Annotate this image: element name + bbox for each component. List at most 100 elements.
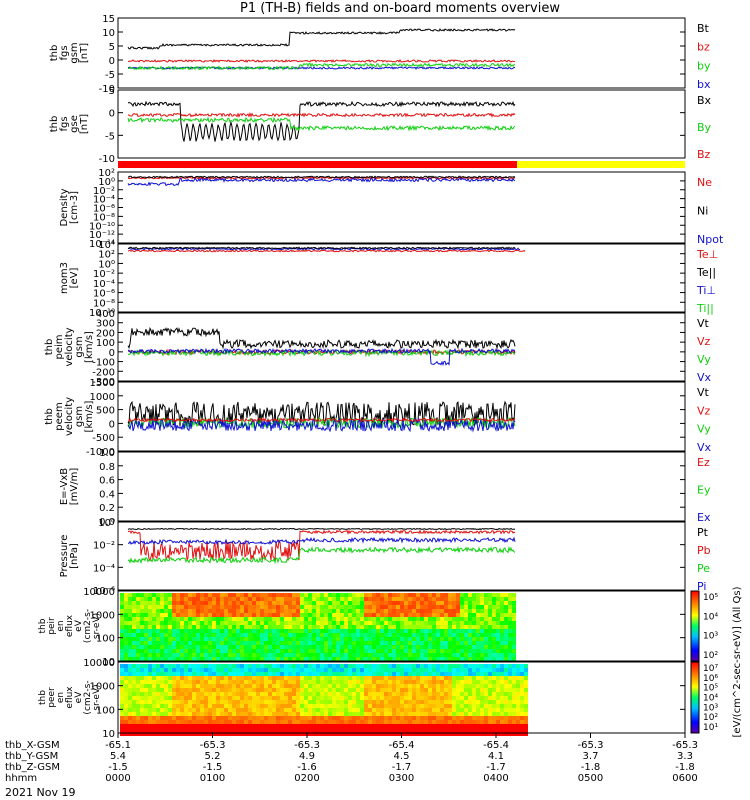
peim-velocity-frame [117,312,686,382]
ytick-label: 10² [98,250,115,261]
ytick-label: 1000 [90,682,115,693]
ytick-label: 0 [109,419,115,430]
ytick-label: 10⁻⁸ [93,212,115,223]
ytick-label: 200 [96,328,115,339]
series-line [127,348,516,358]
colorbar-tick: 10⁵ [703,684,718,694]
x-tick-label: -65.4 [483,740,509,751]
x-tick-label: 0100 [200,773,225,784]
series-line [127,249,526,253]
ytick-label: 10⁻¹⁴ [89,239,115,250]
legend-entry: Pt [697,526,709,539]
temperature-panel: Te⊥Te||Ti⊥Ti||10⁴10²10⁰10⁻²10⁻⁴10⁻⁶10⁻⁸1… [59,240,718,319]
peem-velocity-panel: Vt Vz Vy Vx 1500 1000 500 0 -500 -1000 thbpeemvelo… [44,378,712,458]
legend-entry: Vt [697,386,710,399]
colorbar-tick: 10³ [703,632,718,642]
series-line [127,116,516,132]
fgs-gsm-frame [117,17,686,89]
ytick-label: 10⁻¹⁰ [89,308,115,319]
ytick-label: 15 [102,14,115,25]
peir-spectrogram-panel: 10⁵ 10⁴ 10³ 10² 10000 1000 100 10 thbpeireneflux… [38,587,718,668]
legend-entry: Bt [697,22,710,35]
mode-bar-fast [517,161,685,168]
density-panel: Ne Ni Npot 10²10⁰10⁻²10⁻⁴10⁻⁶10⁻⁸10⁻¹⁰10⁻¹²… [59,168,724,250]
x-row-label: thb_Y-GSM [5,751,58,762]
efield-frame [117,451,686,522]
ytick-label: 10⁻² [93,186,115,197]
legend-entry: bx [697,78,711,91]
series-line [127,28,516,50]
x-tick-label: 4.5 [394,751,410,762]
x-tick-label: -65.4 [389,740,415,751]
ytick-label: 10000 [83,658,115,669]
ytick-label: 1000 [90,392,115,403]
fgs-gse-frame [117,89,686,159]
ytick-label: 0.2 [99,503,115,514]
x-row-label: thb_X-GSM [5,740,60,751]
colorbar-tick: 10² [703,651,718,661]
series-line [127,111,516,118]
x-tick-label: -1.5 [108,762,128,773]
ytick-label: 10² [98,168,115,179]
legend-entry: Pi [697,580,706,593]
ytick-label: 10⁻¹² [89,230,115,241]
x-tick-label: 0300 [389,773,414,784]
ytick-label: -10 [99,154,115,165]
x-tick-label: -65.1 [105,740,131,751]
series-line [127,62,516,71]
legend-entry: Vx [697,371,712,384]
ytick-label: 10⁻⁶ [93,289,115,300]
series-line [128,66,516,70]
series-line [127,175,516,179]
series-line [127,100,516,142]
legend-entry: Ti⊥ [696,284,716,297]
ytick-label: 400 [96,309,115,320]
ytick-label: 0.0 [99,517,115,528]
x-tick-label: 4.9 [299,751,315,762]
colorbar-label: [eV/(cm^2-sec-sr-eV)] (All Qs) [732,586,743,737]
x-row-label: hhmm [5,773,37,784]
density-frame [117,171,686,244]
ytick-label: -300 [92,377,115,388]
legend-entry: Bz [697,148,711,161]
legend-entry: Vy [697,353,711,366]
ytick-label: 100 [96,338,115,349]
x-tick-label: 0400 [483,773,508,784]
date-label: 2021 Nov 19 [5,786,75,799]
series-line [127,246,516,250]
y-axis-label: Pressure[nPa] [59,535,80,578]
y-axis-label: mom3[eV] [59,262,80,294]
x-tick-label: -1.7 [486,762,506,773]
spectrogram-cells [120,593,516,661]
colorbar-tick: 10⁶ [703,674,718,684]
colorbar-tick: 10¹ [703,723,718,733]
legend-entry: Te⊥ [696,248,718,261]
x-tick-label: 5.4 [110,751,126,762]
x-tick-label: -1.8 [675,762,695,773]
pressure-panel: Pt Pb Pe Pi 10⁰ 10⁻² 10⁻⁴ 10⁻⁶ Pressure[nPa] [59,518,711,597]
ytick-label: 10 [102,729,115,740]
ytick-label: 0 [109,56,115,67]
colorbar-tick: 10³ [703,703,718,713]
series-line [127,417,516,423]
colorbar-tick: 10⁴ [703,612,718,622]
ytick-label: 10⁰ [98,177,115,188]
peir-spectrogram-frame [117,590,686,662]
y-axis-label: thbfgsgsm[nT] [49,42,90,63]
series-line [127,347,516,367]
ytick-label: -10 [99,84,115,95]
colorbar-tick: 10⁴ [703,694,718,704]
legend-entry: Vz [697,335,711,348]
x-tick-label: 3.3 [677,751,693,762]
ytick-label: 10⁻⁶ [93,586,115,597]
x-tick-label: -65.3 [672,740,698,751]
legend-entry: Vx [697,441,712,454]
pressure-frame [117,521,686,591]
ytick-label: 1000 [90,610,115,621]
ytick-label: 0 [109,109,115,120]
legend-entry: Vy [697,423,711,436]
peem-velocity-frame [117,381,686,452]
panels: Btbzbybx151050-5-10thbfgsgsm[nT]BxByBz50… [38,14,743,740]
